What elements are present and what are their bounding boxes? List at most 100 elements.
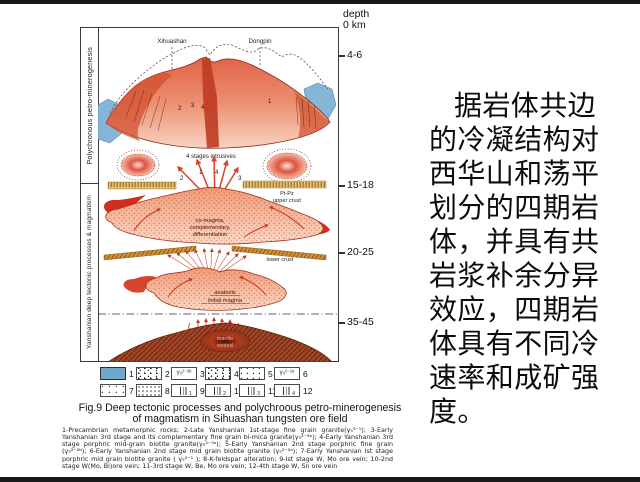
stage-number: 3 [191, 103, 195, 109]
legend-number-12: 12 [303, 385, 313, 396]
sidebar-polychronous-box: Polychronous petro-minerogenesis [80, 27, 99, 184]
legend-swatch-gamma-3: γ₅²⁻³ᵇ [171, 367, 197, 380]
co-magma-chamber: co-magma, complementary, differentiation [103, 187, 330, 245]
legend-description: 1-Precambrian metamorphic rocks; 2-Late … [62, 427, 393, 470]
anatexis-chamber: anatexis initial magma [123, 267, 287, 311]
legend-number-6: 6 [303, 368, 308, 379]
legend-number-1: 1 [129, 368, 134, 379]
legend-swatch-metamorphic [100, 367, 126, 380]
depth-label-20-25: 20-25 [347, 246, 374, 258]
anatexis-line1: anatexis [214, 290, 236, 296]
vein-lines-icon [283, 387, 291, 395]
legend-swatch-vein-2: 2 [205, 384, 231, 397]
legend-swatch-porphric-fine [239, 367, 265, 380]
cn-line: 划分的四期岩 [429, 193, 600, 224]
cn-line: 度。 [429, 397, 486, 428]
legend-item-4: 4 [205, 367, 239, 380]
legend-number-2: 2 [165, 368, 170, 379]
depth-label-4-6: 4-6 [347, 49, 363, 61]
caption-line-2: of magmatism in Sihuashan tungsten ore f… [132, 413, 348, 426]
stage-number: 1 [268, 99, 272, 105]
legend-number-3: 3 [200, 368, 205, 379]
vein-lines-icon [214, 387, 222, 395]
depth-axis-zero: 0 km [343, 19, 366, 31]
convection-arrows [133, 206, 305, 238]
cn-line: 的冷凝结构对 [429, 125, 600, 156]
cn-line: 体，并具有共 [429, 227, 600, 258]
deposit-label-dongpin: Dongpin [248, 38, 272, 45]
upper-crust-bars [107, 180, 327, 190]
topography-line [109, 43, 329, 114]
upper-crust-era-label: Pt-Pz [280, 191, 294, 197]
depth-tick-3 [338, 252, 345, 254]
cn-line: 体具有不同冷 [429, 329, 600, 360]
caption-line-1: Fig.9 Deep tectonic processes and polych… [78, 402, 402, 414]
intrusives-label: 4 stages intrusives [186, 154, 236, 160]
vein-subscript: 2 [223, 391, 227, 397]
depth-label-35-45: 35-45 [347, 316, 374, 328]
legend-item-1: 1 [100, 367, 134, 380]
mantle-root: mantle rooted [107, 322, 333, 362]
legend-swatch-kfeldspar [136, 384, 162, 397]
legend-item-6: γ₅²⁻²ᵃ 6 [274, 367, 308, 380]
legend-number-5: 5 [268, 368, 273, 379]
slide-bottom-border [0, 477, 640, 482]
depth-axis-title: depth [343, 8, 370, 20]
sidebar-bottom-label: Yanshanian deep tectonic processes & mag… [86, 195, 93, 350]
legend-number-9: 9 [200, 385, 205, 396]
vein-subscript: 4 [292, 391, 296, 397]
legend-swatch-mid-grain-biotite [100, 384, 126, 397]
vein-subscript: 3 [257, 391, 261, 397]
sidebar-top-label: Polychronous petro-minerogenesis [85, 46, 94, 165]
legend-swatch-vein-4: 4 [274, 384, 300, 397]
co-magma-line: differentiation [193, 232, 228, 238]
chinese-annotation: 据岩体共边 的冷凝结构对 西华山和荡平 划分的四期岩 体，并具有共 岩浆补余分异… [429, 90, 605, 430]
pluton-body: 2 3 4 1 [105, 56, 331, 149]
depth-tick-2 [338, 185, 345, 187]
deposit-label-xihuashan: Xihuashan [157, 38, 187, 45]
co-magma-line: co-magma, [196, 218, 225, 224]
vein-lines-icon [248, 387, 256, 395]
legend-number-7: 7 [129, 385, 134, 396]
pluton-stage-numbers: 2 3 4 1 [178, 99, 272, 112]
lower-crust-bars [103, 245, 327, 261]
legend-item-12: 4 12 [274, 384, 312, 397]
figure-caption: Fig.9 Deep tectonic processes and polych… [55, 402, 425, 426]
legend-item-7: 7 [100, 384, 134, 397]
vein-lines-icon [180, 387, 188, 395]
legend-item-3: γ₅²⁻³ᵇ 3 [171, 367, 205, 380]
legend-swatch-granite-1st [136, 367, 162, 380]
legend-swatch-vein-1: 1 [171, 384, 197, 397]
arrow-number: 2 [180, 175, 184, 182]
arrow-number: 4 [215, 169, 219, 176]
ore-body-left [116, 149, 160, 181]
co-magma-text: co-magma, complementary, differentiation [190, 218, 231, 238]
cn-line: 西华山和荡平 [429, 159, 600, 190]
anatexis-line2: initial magma [208, 298, 243, 304]
intrusion-arrow-numbers: 2 1 4 3 [180, 169, 242, 182]
legend-number-10: 10 [234, 386, 243, 396]
legend-item-10: 2 10 [205, 384, 243, 397]
cn-line: 速率和成矿强 [429, 363, 600, 394]
cn-line: 据岩体共边 [454, 91, 597, 122]
co-magma-line: complementary, [190, 225, 231, 231]
vein-subscript: 1 [189, 391, 193, 397]
legend-swatch-vein-3: 3 [239, 384, 265, 397]
ore-body-right [262, 148, 312, 184]
upper-crust-label: upper crust [273, 198, 301, 204]
geological-cross-section: 2 3 4 1 Xihuashan Dongpin 4 stages intru… [98, 38, 339, 362]
arrow-number: 1 [199, 169, 203, 176]
pluton-hatching [125, 89, 317, 132]
legend-item-8: 8 [136, 384, 170, 397]
slide-top-border [0, 0, 640, 4]
legend-item-9: 1 9 [171, 384, 205, 397]
lower-crust-label: lower crust [266, 257, 293, 263]
legend-item-5: 5 [239, 367, 273, 380]
arrow-number: 3 [238, 175, 242, 182]
legend-number-8: 8 [165, 385, 170, 396]
depth-label-15-18: 15-18 [347, 179, 374, 191]
legend-number-11: 11 [268, 385, 277, 396]
mantle-line2: rooted [217, 343, 233, 349]
legend-swatch-porphric-biotite [205, 367, 231, 380]
legend-item-2: 2 [136, 367, 170, 380]
